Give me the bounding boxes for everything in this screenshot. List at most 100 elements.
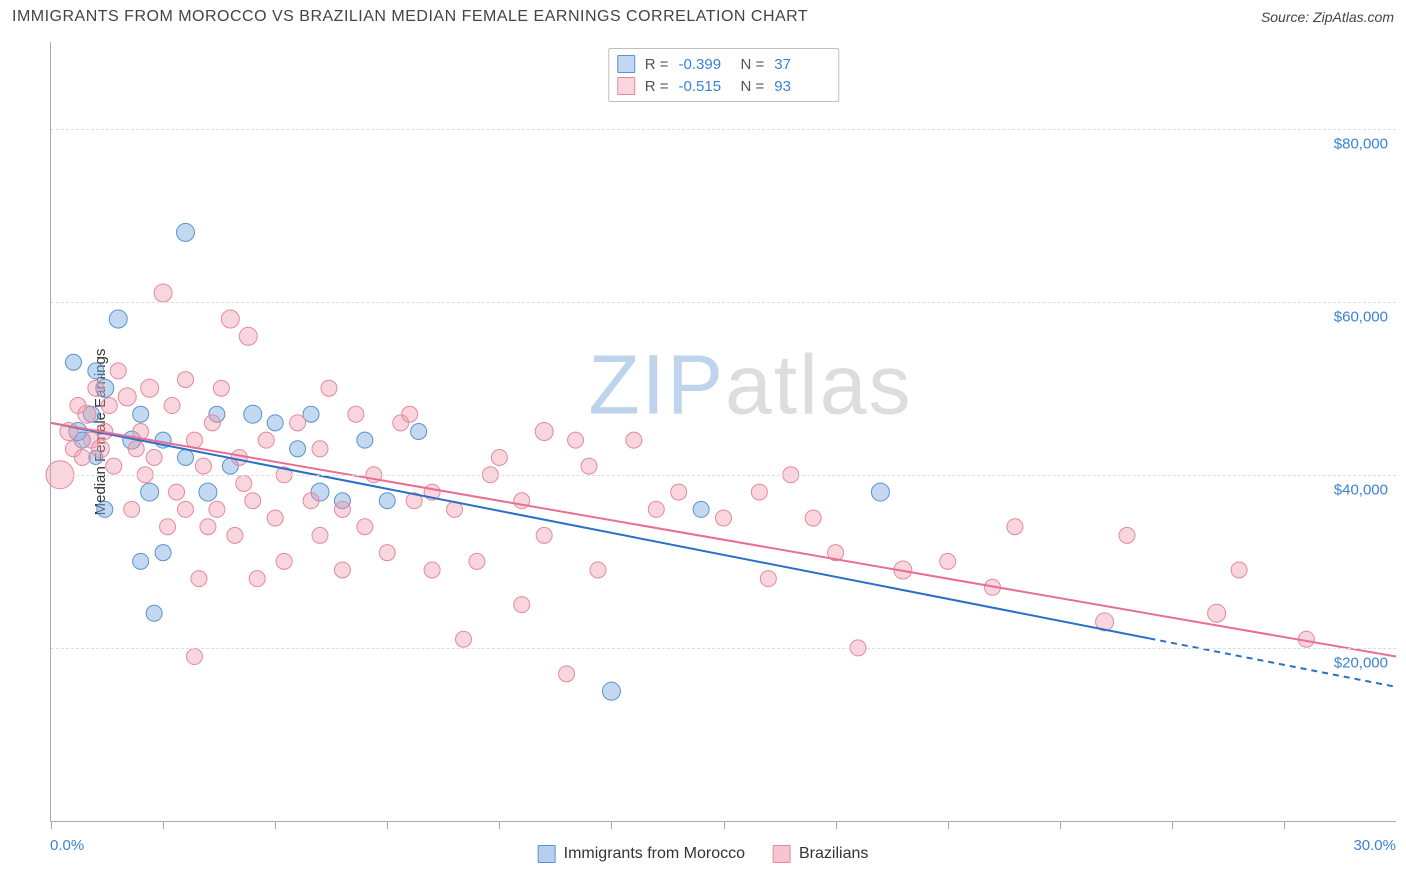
data-point	[141, 379, 159, 397]
data-point	[146, 449, 162, 465]
data-point	[209, 501, 225, 517]
data-point	[169, 484, 185, 500]
x-tick	[948, 821, 949, 829]
data-point	[236, 475, 252, 491]
data-point	[357, 432, 373, 448]
data-point	[178, 372, 194, 388]
data-point	[249, 571, 265, 587]
data-point	[221, 310, 239, 328]
x-min-label: 0.0%	[50, 837, 84, 854]
data-point	[178, 501, 194, 517]
x-tick	[163, 821, 164, 829]
chart-header: IMMIGRANTS FROM MOROCCO VS BRAZILIAN MED…	[0, 0, 1406, 38]
data-point	[940, 553, 956, 569]
data-point	[110, 363, 126, 379]
data-point	[133, 553, 149, 569]
data-point	[227, 527, 243, 543]
data-point	[751, 484, 767, 500]
data-point	[602, 682, 620, 700]
data-point	[312, 441, 328, 457]
data-point	[514, 597, 530, 613]
data-point	[402, 406, 418, 422]
data-point	[1119, 527, 1135, 543]
data-point	[321, 380, 337, 396]
data-point	[191, 571, 207, 587]
data-point	[239, 327, 257, 345]
data-point	[155, 545, 171, 561]
data-point	[491, 449, 507, 465]
data-point	[716, 510, 732, 526]
data-point	[178, 449, 194, 465]
data-point	[109, 310, 127, 328]
data-point	[146, 605, 162, 621]
y-tick-label: $20,000	[1334, 654, 1388, 671]
data-point	[693, 501, 709, 517]
x-tick	[51, 821, 52, 829]
data-point	[164, 398, 180, 414]
y-tick-label: $80,000	[1334, 135, 1388, 152]
data-point	[411, 424, 427, 440]
data-point	[186, 432, 202, 448]
x-tick	[611, 821, 612, 829]
data-point	[469, 553, 485, 569]
data-point	[124, 501, 140, 517]
x-tick	[499, 821, 500, 829]
data-point	[200, 519, 216, 535]
data-point	[290, 415, 306, 431]
data-point	[244, 405, 262, 423]
legend-stat-row: R =-0.515N =93	[617, 75, 827, 97]
data-point	[581, 458, 597, 474]
x-tick	[1172, 821, 1173, 829]
data-point	[1007, 519, 1023, 535]
data-point	[128, 441, 144, 457]
data-point	[357, 519, 373, 535]
data-point	[74, 449, 90, 465]
data-point	[91, 440, 109, 458]
chart-source: Source: ZipAtlas.com	[1261, 9, 1394, 25]
regression-line	[51, 423, 1149, 639]
data-point	[805, 510, 821, 526]
legend-swatch	[617, 55, 635, 73]
data-point	[424, 562, 440, 578]
data-point	[536, 527, 552, 543]
data-point	[118, 388, 136, 406]
data-point	[590, 562, 606, 578]
data-point	[379, 493, 395, 509]
data-point	[199, 483, 217, 501]
x-tick	[836, 821, 837, 829]
data-point	[88, 380, 104, 396]
data-point	[204, 415, 220, 431]
x-tick	[1284, 821, 1285, 829]
data-point	[267, 510, 283, 526]
data-point	[65, 354, 81, 370]
data-point	[88, 363, 104, 379]
data-point	[97, 501, 113, 517]
data-point	[213, 380, 229, 396]
data-point	[186, 649, 202, 665]
x-tick	[275, 821, 276, 829]
data-point	[258, 432, 274, 448]
y-tick-label: $40,000	[1334, 481, 1388, 498]
data-point	[276, 553, 292, 569]
data-point	[648, 501, 664, 517]
data-point	[334, 562, 350, 578]
data-point	[568, 432, 584, 448]
legend-swatch	[617, 77, 635, 95]
data-point	[177, 223, 195, 241]
data-point	[671, 484, 687, 500]
grid-line	[51, 302, 1396, 303]
data-point	[379, 545, 395, 561]
data-point	[160, 519, 176, 535]
data-point	[626, 432, 642, 448]
regression-line	[51, 423, 1396, 657]
correlation-legend: R =-0.399N =37R =-0.515N =93	[608, 48, 840, 102]
x-tick	[387, 821, 388, 829]
x-tick	[1060, 821, 1061, 829]
data-point	[290, 441, 306, 457]
data-point	[871, 483, 889, 501]
data-point	[267, 415, 283, 431]
data-point	[348, 406, 364, 422]
x-tick	[724, 821, 725, 829]
data-point	[154, 284, 172, 302]
chart-svg	[51, 42, 1396, 821]
